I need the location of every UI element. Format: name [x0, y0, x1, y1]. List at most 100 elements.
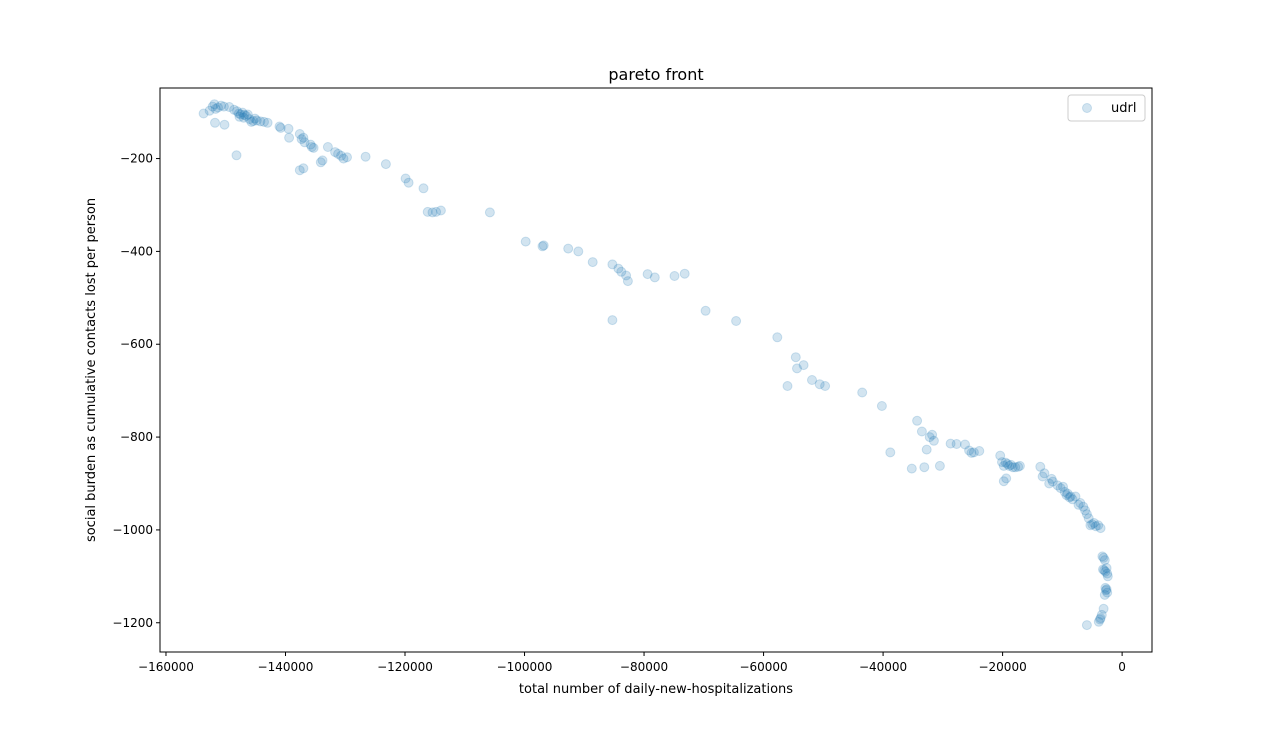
- data-point: [974, 446, 985, 456]
- x-tick-label: −140000: [258, 660, 314, 674]
- data-point: [294, 165, 305, 176]
- data-point: [308, 142, 319, 153]
- data-point: [921, 444, 932, 455]
- data-point: [912, 415, 923, 426]
- data-point: [613, 263, 624, 274]
- data-point: [1055, 483, 1066, 494]
- data-point: [621, 270, 632, 281]
- data-point: [1035, 461, 1046, 472]
- data-point: [616, 266, 627, 277]
- y-tick-label: −1000: [112, 523, 153, 537]
- data-point: [284, 132, 295, 143]
- data-point: [1100, 566, 1111, 577]
- data-point: [283, 123, 294, 134]
- data-point: [233, 108, 244, 119]
- data-point: [207, 101, 218, 112]
- data-point: [1098, 603, 1109, 614]
- data-point: [330, 147, 341, 158]
- data-point: [622, 276, 633, 287]
- data-point: [299, 137, 310, 148]
- data-point: [906, 463, 917, 474]
- data-point: [251, 115, 262, 126]
- y-axis-label: social burden as cumulative contacts los…: [84, 198, 99, 542]
- data-point: [216, 100, 226, 111]
- data-point: [1061, 490, 1072, 501]
- data-point: [960, 439, 970, 450]
- data-point: [798, 360, 809, 371]
- data-point: [250, 113, 260, 124]
- data-point: [998, 460, 1009, 471]
- data-point: [1095, 614, 1105, 625]
- data-point: [1070, 491, 1081, 502]
- y-tick-label: −1200: [112, 616, 153, 630]
- data-point: [248, 116, 259, 126]
- data-point: [538, 240, 549, 251]
- y-tick-label: −600: [120, 337, 153, 351]
- data-point: [229, 104, 240, 115]
- data-point: [1102, 587, 1113, 598]
- data-point: [1097, 551, 1108, 562]
- data-point: [1059, 486, 1070, 497]
- data-point: [294, 129, 305, 139]
- data-point: [1000, 457, 1011, 468]
- data-point: [255, 116, 266, 127]
- data-point: [607, 315, 618, 326]
- data-point: [235, 109, 246, 120]
- data-point: [1007, 462, 1018, 473]
- data-point: [213, 102, 223, 113]
- data-point: [1083, 513, 1094, 524]
- data-point: [1052, 480, 1063, 491]
- data-point: [338, 153, 349, 164]
- data-point: [772, 332, 783, 343]
- data-point: [782, 381, 793, 391]
- data-point: [1065, 491, 1076, 502]
- data-point: [1095, 613, 1106, 624]
- y-tick-label: −400: [120, 244, 153, 258]
- data-point: [1090, 521, 1101, 532]
- data-point: [234, 111, 245, 122]
- data-point: [1080, 505, 1091, 516]
- data-point: [1064, 492, 1075, 503]
- legend-marker: [1082, 103, 1092, 113]
- data-point: [997, 457, 1007, 468]
- data-point: [669, 271, 680, 281]
- x-tick-label: −100000: [497, 660, 553, 674]
- data-point: [298, 163, 309, 174]
- y-axis-ticks: −200 −400 −600 −800 −1000 −1200: [112, 152, 160, 630]
- data-point: [928, 435, 939, 446]
- x-tick-label: −160000: [138, 660, 194, 674]
- data-point: [198, 108, 209, 119]
- data-point: [1004, 460, 1015, 471]
- data-point: [1047, 476, 1058, 487]
- x-tick-label: −80000: [620, 660, 668, 674]
- data-point: [336, 150, 347, 161]
- data-point: [607, 259, 618, 270]
- data-point: [360, 151, 371, 162]
- data-point: [919, 462, 930, 473]
- data-point: [642, 269, 653, 280]
- data-point: [231, 150, 242, 161]
- x-tick-label: −20000: [978, 660, 1026, 674]
- chart-title: pareto front: [608, 65, 703, 84]
- data-point: [1093, 616, 1104, 627]
- data-point: [1102, 568, 1113, 579]
- data-point: [1085, 520, 1096, 531]
- data-point: [342, 152, 352, 163]
- legend: udrl: [1067, 94, 1146, 122]
- data-point: [262, 117, 273, 128]
- data-point: [700, 305, 711, 316]
- data-point: [275, 122, 286, 133]
- data-point: [431, 206, 442, 217]
- data-point: [966, 447, 977, 458]
- data-point: [649, 272, 660, 283]
- data-point: [1075, 498, 1086, 508]
- data-point: [242, 109, 253, 120]
- data-point: [1098, 552, 1109, 563]
- x-tick-label: −40000: [859, 660, 907, 674]
- data-point: [573, 246, 584, 257]
- data-point: [218, 101, 229, 112]
- data-point: [1101, 585, 1111, 596]
- x-tick-label: 0: [1118, 660, 1126, 674]
- data-point: [210, 117, 220, 128]
